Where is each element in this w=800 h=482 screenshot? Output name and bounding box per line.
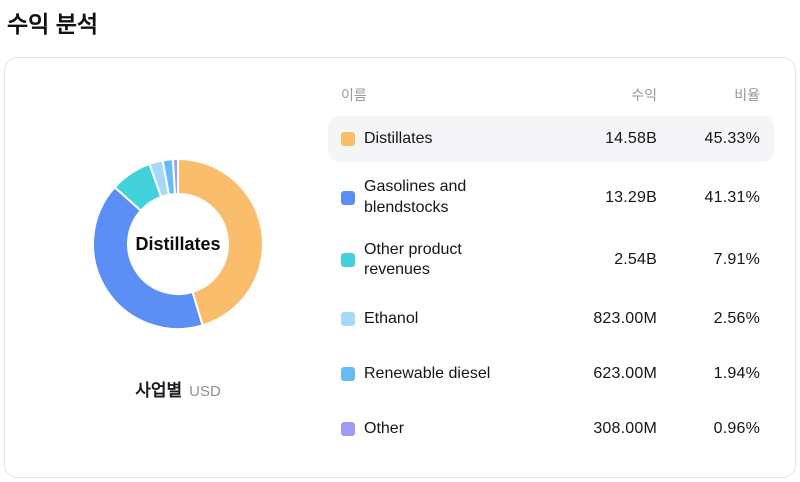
chart-caption-unit: USD	[189, 383, 221, 400]
series-name: Other product revenues	[364, 240, 462, 279]
series-ratio: 0.96%	[713, 420, 760, 438]
series-table: 이름 수익 비율 Distillates 14.58B 45.33% Gasol…	[328, 85, 774, 461]
series-revenue: 823.00M	[593, 310, 657, 328]
series-name: Other	[364, 419, 405, 437]
series-color-swatch	[341, 312, 355, 327]
series-ratio: 45.33%	[704, 130, 760, 147]
table-row-2[interactable]: Other product revenues 2.54B 7.91%	[328, 234, 774, 288]
series-color-swatch	[341, 132, 355, 146]
header-name: 이름	[341, 87, 367, 103]
series-ratio: 2.56%	[713, 310, 760, 328]
series-table-header: 이름 수익 비율	[328, 85, 774, 105]
series-revenue: 14.58B	[605, 130, 657, 147]
series-name: Distillates	[364, 129, 433, 147]
donut-segment-gasolines-and-blendstocks[interactable]	[92, 186, 204, 330]
series-ratio: 1.94%	[713, 365, 760, 383]
series-color-swatch	[341, 367, 355, 382]
table-row-4[interactable]: Renewable diesel 623.00M 1.94%	[328, 351, 774, 397]
table-row-5[interactable]: Other 308.00M 0.96%	[328, 406, 774, 452]
table-row-1[interactable]: Gasolines and blendstocks 13.29B 41.31%	[328, 171, 774, 225]
table-row-0[interactable]: Distillates 14.58B 45.33%	[328, 116, 774, 162]
series-revenue: 308.00M	[593, 420, 657, 438]
series-name: Renewable diesel	[364, 364, 491, 382]
page-title: 수익 분석	[7, 11, 99, 37]
series-revenue: 2.54B	[614, 251, 657, 269]
series-ratio: 7.91%	[713, 251, 760, 269]
series-color-swatch	[341, 422, 355, 437]
series-table-body: Distillates 14.58B 45.33% Gasolines and …	[328, 116, 774, 452]
series-name: Ethanol	[364, 309, 419, 327]
table-row-3[interactable]: Ethanol 823.00M 2.56%	[328, 296, 774, 342]
series-revenue: 623.00M	[593, 365, 657, 383]
series-revenue: 13.29B	[605, 188, 657, 206]
donut-segment-other[interactable]	[171, 157, 180, 196]
donut-chart	[92, 157, 264, 330]
donut-segment-distillates[interactable]	[177, 158, 264, 327]
chart-caption: 사업별 USD	[58, 376, 298, 401]
series-ratio: 41.31%	[704, 188, 760, 206]
header-ratio: 비율	[734, 87, 760, 103]
series-color-swatch	[341, 253, 355, 268]
donut-chart-area: Distillates	[83, 149, 273, 339]
revenue-analysis-card: Distillates 사업별 USD 이름 수익 비율 Distillates…	[4, 57, 796, 478]
chart-caption-label: 사업별	[135, 381, 183, 400]
series-name: Gasolines and blendstocks	[364, 178, 467, 216]
header-revenue: 수익	[631, 87, 657, 103]
series-color-swatch	[341, 190, 355, 205]
